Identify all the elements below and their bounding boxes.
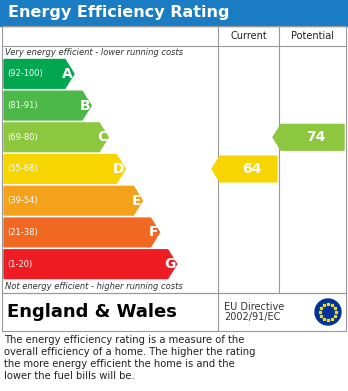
Text: (39-54): (39-54) <box>7 196 38 205</box>
Text: C: C <box>97 130 107 144</box>
Text: Not energy efficient - higher running costs: Not energy efficient - higher running co… <box>5 282 183 291</box>
Text: (1-20): (1-20) <box>7 260 32 269</box>
Text: (21-38): (21-38) <box>7 228 38 237</box>
Text: B: B <box>79 99 90 113</box>
Bar <box>2 26 346 293</box>
Text: Very energy efficient - lower running costs: Very energy efficient - lower running co… <box>5 48 183 57</box>
Bar <box>2 293 346 331</box>
Text: 2002/91/EC: 2002/91/EC <box>224 312 280 322</box>
Polygon shape <box>212 156 277 182</box>
Text: lower the fuel bills will be.: lower the fuel bills will be. <box>4 371 135 381</box>
Bar <box>0 0 348 26</box>
Text: the more energy efficient the home is and the: the more energy efficient the home is an… <box>4 359 235 369</box>
Text: F: F <box>149 226 159 239</box>
Polygon shape <box>4 250 177 278</box>
Text: England & Wales: England & Wales <box>7 303 177 321</box>
Circle shape <box>315 299 341 325</box>
Text: overall efficiency of a home. The higher the rating: overall efficiency of a home. The higher… <box>4 347 255 357</box>
Text: A: A <box>62 67 73 81</box>
Text: EU Directive: EU Directive <box>224 302 284 312</box>
Polygon shape <box>4 59 74 88</box>
Polygon shape <box>273 124 344 150</box>
Polygon shape <box>4 187 142 215</box>
Polygon shape <box>4 155 125 183</box>
Text: (55-68): (55-68) <box>7 165 38 174</box>
Text: (69-80): (69-80) <box>7 133 38 142</box>
Text: The energy efficiency rating is a measure of the: The energy efficiency rating is a measur… <box>4 335 244 345</box>
Text: Current: Current <box>230 31 267 41</box>
Text: D: D <box>113 162 124 176</box>
Text: E: E <box>132 194 142 208</box>
Text: 74: 74 <box>306 130 325 144</box>
Polygon shape <box>4 91 91 120</box>
Text: 64: 64 <box>242 162 261 176</box>
Text: (81-91): (81-91) <box>7 101 38 110</box>
Polygon shape <box>4 218 160 247</box>
Text: G: G <box>164 257 176 271</box>
Text: Energy Efficiency Rating: Energy Efficiency Rating <box>8 5 229 20</box>
Polygon shape <box>4 123 108 152</box>
Text: (92-100): (92-100) <box>7 69 43 78</box>
Text: Potential: Potential <box>291 31 334 41</box>
